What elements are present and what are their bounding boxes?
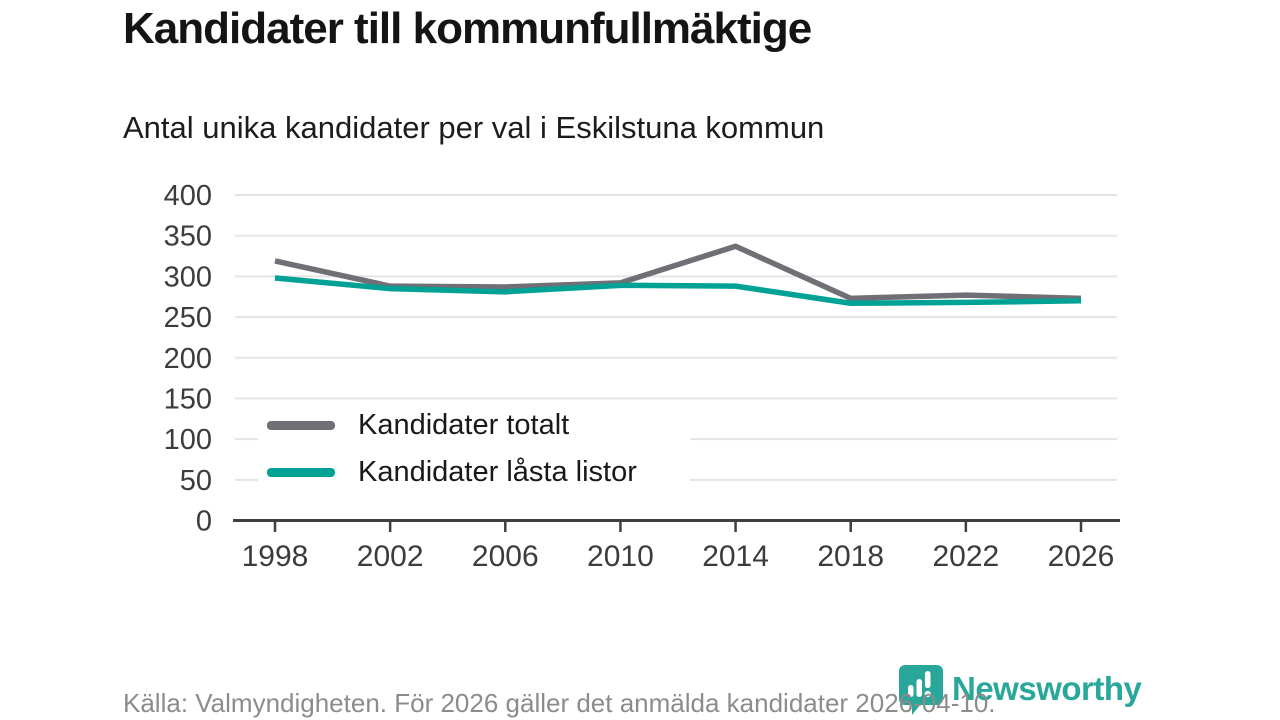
x-axis-tick-label: 2022 bbox=[932, 540, 999, 573]
x-axis-tick-label: 2018 bbox=[817, 540, 884, 573]
y-axis-tick-label: 0 bbox=[196, 506, 212, 538]
x-axis-tick-label: 1998 bbox=[242, 540, 309, 573]
chart-title: Kandidater till kommunfullmäktige bbox=[123, 4, 812, 53]
chart-legend: Kandidater totalt Kandidater låsta listo… bbox=[258, 400, 690, 498]
legend-item-kandidater-totalt: Kandidater totalt bbox=[258, 404, 690, 448]
legend-item-kandidater-lasta-listor: Kandidater låsta listor bbox=[258, 451, 690, 495]
newsworthy-bubble-chart-icon bbox=[899, 665, 943, 715]
x-axis-tick-label: 2014 bbox=[702, 540, 769, 573]
chart-subtitle: Antal unika kandidater per val i Eskilst… bbox=[123, 110, 825, 145]
legend-swatch-totalt bbox=[267, 421, 335, 430]
series-line-kandidater-l-sta-listor bbox=[274, 275, 1082, 306]
legend-label-totalt: Kandidater totalt bbox=[358, 409, 570, 441]
legend-label-lasta-listor: Kandidater låsta listor bbox=[358, 456, 637, 488]
y-axis-tick-label: 250 bbox=[164, 302, 212, 334]
y-axis-tick-label: 300 bbox=[164, 261, 212, 293]
newsworthy-logo: Newsworthy bbox=[898, 664, 1142, 716]
legend-swatch-lasta-listor bbox=[267, 468, 335, 477]
y-axis-tick-label: 150 bbox=[164, 383, 212, 415]
newsworthy-logo-text: Newsworthy bbox=[952, 670, 1142, 707]
x-axis-tick-label: 2002 bbox=[357, 540, 424, 573]
series-line-kandidater-totalt bbox=[274, 243, 1082, 302]
y-axis-tick-label: 350 bbox=[164, 221, 212, 253]
y-axis-tick-label: 100 bbox=[164, 424, 212, 456]
x-axis-tick-label: 2010 bbox=[587, 540, 654, 573]
x-axis-tick-label: 2006 bbox=[472, 540, 539, 573]
source-note: Källa: Valmyndigheten. För 2026 gäller d… bbox=[123, 688, 996, 718]
y-axis-tick-label: 50 bbox=[180, 465, 212, 497]
y-axis-tick-label: 200 bbox=[164, 343, 212, 375]
y-axis-tick-label: 400 bbox=[164, 180, 212, 212]
x-axis-tick-label: 2026 bbox=[1048, 540, 1115, 573]
